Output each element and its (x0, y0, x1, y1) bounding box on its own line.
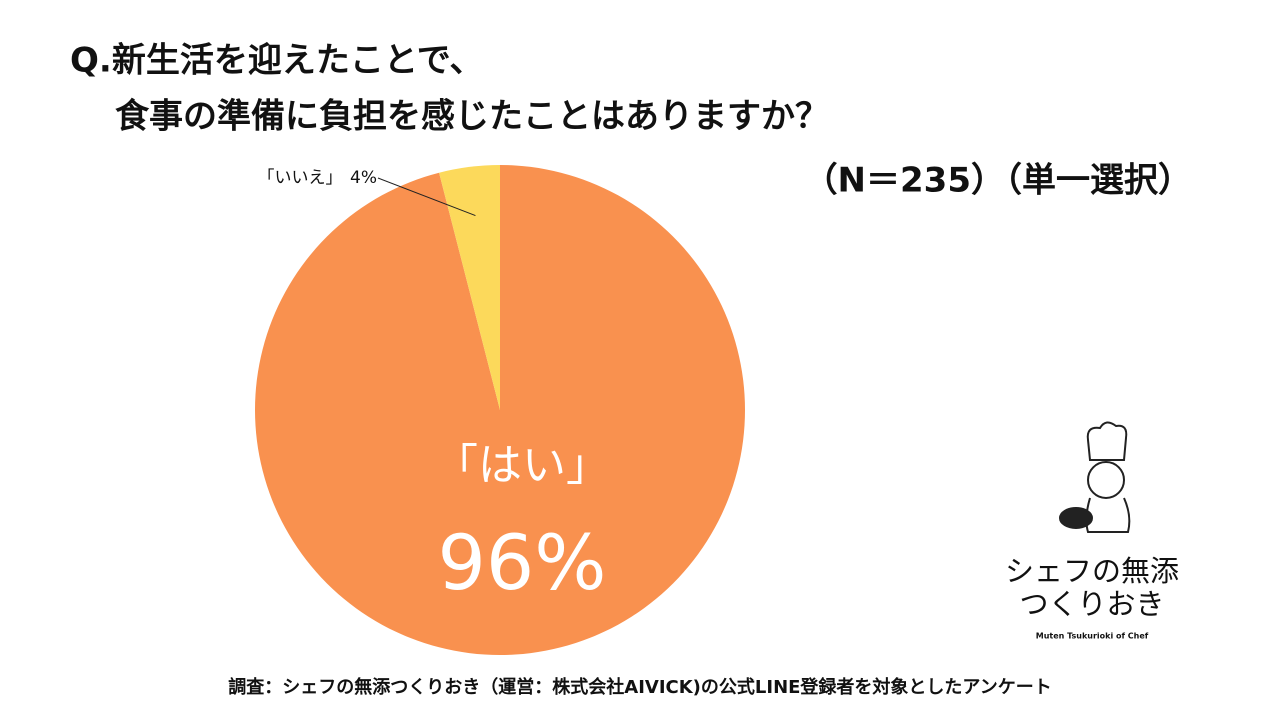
leader-line (377, 177, 476, 217)
logo-text: シェフの無添 (1005, 554, 1179, 588)
slice-value-label: 96% (438, 518, 607, 607)
pie (254, 165, 745, 656)
chef-hat (1086, 421, 1128, 461)
slice-value-label: 4% (350, 168, 377, 188)
slice-category-label: 「はい」 (434, 440, 610, 491)
chef-face (1087, 461, 1125, 499)
note: 調査：シェフの無添つくりおき（運営：株式会社AIVICK)の公式LINE登録者を… (228, 676, 1051, 698)
chart-subtitle: （N＝235）（単一選択） (804, 161, 1192, 201)
logo-text: つくりおき (1019, 587, 1164, 621)
pie-slice (254, 165, 745, 656)
slice-category-label: 「いいえ」 (258, 168, 343, 188)
pot (1059, 507, 1093, 529)
logo-tagline: Muten Tsukurioki of Chef (1036, 632, 1149, 641)
chart-title: 食事の準備に負担を感じたことはありますか？ (115, 97, 829, 137)
chart-title: Q.新生活を迎えたことで、 (70, 41, 483, 81)
logo: シェフの無添 つくりおき Muten Tsukurioki of Chef (1005, 421, 1179, 641)
pie-slice (439, 165, 500, 410)
